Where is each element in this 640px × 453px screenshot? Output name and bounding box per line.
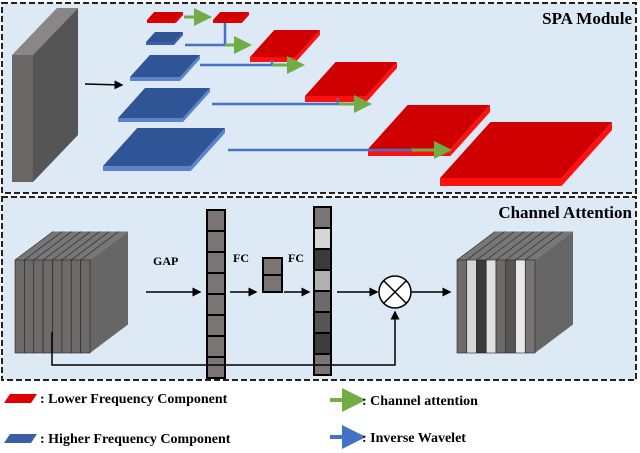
legend-inverse-wavelet-text: : Inverse Wavelet (362, 431, 466, 446)
fc1-label: FC (233, 251, 249, 265)
vector-cell (206, 335, 226, 358)
low-freq-plate (213, 12, 249, 23)
output-feature-cube (456, 231, 573, 354)
vector-cell (262, 257, 283, 276)
legend-higher-swatch (4, 434, 37, 443)
legend-higher-text: : Higher Frequency Component (40, 432, 231, 447)
low-freq-plate (440, 122, 612, 186)
vector-cell (313, 269, 332, 292)
vector-cell (206, 272, 226, 295)
input-arrow (84, 80, 124, 90)
channel-attention-title: Channel Attention (498, 203, 632, 222)
spa-module-title: SPA Module (542, 9, 632, 28)
vector-cell (206, 356, 226, 379)
multiply-icon (378, 275, 412, 309)
low-freq-plate (147, 12, 183, 23)
low-freq-plate (305, 62, 397, 102)
vector-cell (206, 251, 226, 274)
fc2-label: FC (288, 251, 304, 265)
high-freq-plate (103, 128, 225, 171)
vector-cell (313, 206, 332, 229)
skip-connection (51, 310, 400, 366)
vector-cell (313, 311, 332, 334)
vector-cell (262, 274, 283, 293)
vector-cell (206, 293, 226, 316)
high-freq-plate (146, 32, 183, 45)
attention-weights-vector (313, 206, 332, 376)
vector-cell (206, 209, 226, 232)
legend-lower-text: : Lower Frequency Component (40, 392, 228, 407)
low-freq-plate (368, 105, 490, 156)
gap-label: GAP (153, 254, 178, 268)
vector-cell (206, 314, 226, 337)
low-freq-plate (250, 30, 320, 62)
high-freq-plate (130, 55, 200, 81)
legend-lower-swatch (4, 394, 37, 403)
vector-cell (313, 227, 332, 250)
input-feature-map (12, 8, 78, 182)
vector-cell (313, 332, 332, 355)
high-freq-plate (118, 88, 210, 122)
vector-cell (313, 290, 332, 313)
legend-channel-attention-text: : Channel attention (362, 394, 478, 409)
fc-bottleneck-vector (262, 257, 283, 293)
input-feature-cube (14, 231, 128, 354)
vector-cell (206, 230, 226, 253)
gap-vector (206, 209, 226, 379)
vector-cell (313, 248, 332, 271)
